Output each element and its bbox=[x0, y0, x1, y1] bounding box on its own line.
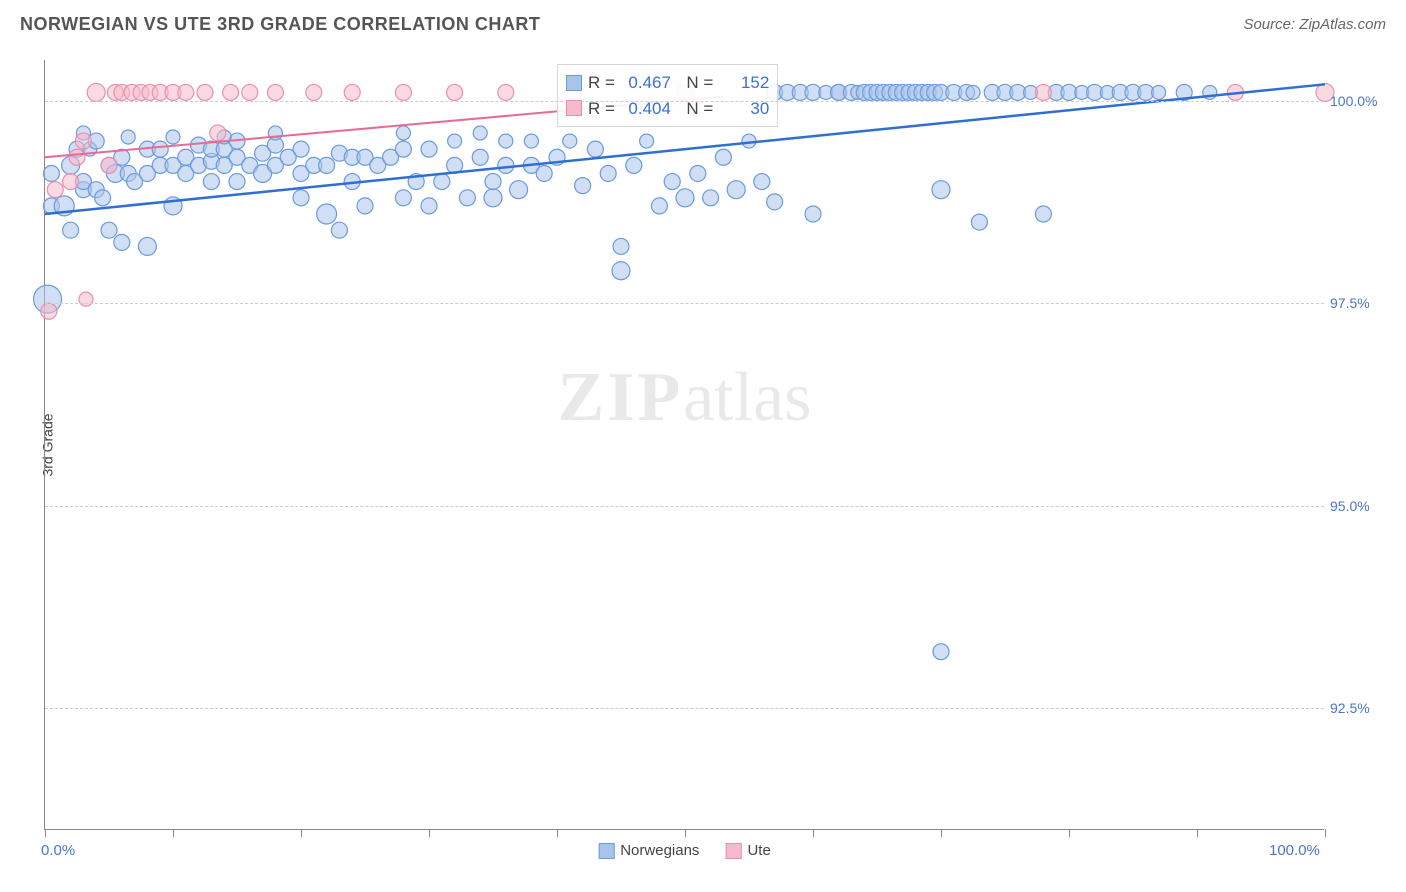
x-tick bbox=[941, 829, 942, 837]
series-legend: Norwegians Ute bbox=[598, 842, 771, 859]
x-tick bbox=[685, 829, 686, 837]
source-attribution: Source: ZipAtlas.com bbox=[1243, 16, 1386, 33]
legend-item: Ute bbox=[725, 842, 770, 859]
legend-swatch-icon bbox=[566, 100, 582, 116]
x-tick-label: 0.0% bbox=[41, 842, 75, 859]
x-tick bbox=[1197, 829, 1198, 837]
grid-line bbox=[45, 506, 1324, 507]
x-tick bbox=[813, 829, 814, 837]
x-tick bbox=[429, 829, 430, 837]
x-tick-label: 100.0% bbox=[1269, 842, 1320, 859]
grid-line bbox=[45, 708, 1324, 709]
legend-swatch-icon bbox=[598, 843, 614, 859]
x-tick bbox=[557, 829, 558, 837]
trendline-layer bbox=[45, 60, 1324, 829]
x-tick bbox=[1069, 829, 1070, 837]
x-tick bbox=[45, 829, 46, 837]
stats-row-norwegians: R = 0.467 N = 152 bbox=[566, 70, 769, 96]
y-tick-label: 100.0% bbox=[1330, 93, 1386, 109]
chart-title: NORWEGIAN VS UTE 3RD GRADE CORRELATION C… bbox=[20, 14, 540, 35]
stats-row-ute: R = 0.404 N = 30 bbox=[566, 96, 769, 122]
legend-label: Norwegians bbox=[620, 842, 699, 859]
plot-area: ZIPatlas R = 0.467 N = 152R = 0.404 N = … bbox=[44, 60, 1324, 830]
grid-line bbox=[45, 303, 1324, 304]
x-tick bbox=[301, 829, 302, 837]
legend-label: Ute bbox=[747, 842, 770, 859]
x-tick bbox=[173, 829, 174, 837]
y-tick-label: 95.0% bbox=[1330, 498, 1386, 514]
legend-swatch-icon bbox=[725, 843, 741, 859]
correlation-stats-legend: R = 0.467 N = 152R = 0.404 N = 30 bbox=[557, 64, 778, 127]
y-tick-label: 92.5% bbox=[1330, 700, 1386, 716]
chart-container: 3rd Grade ZIPatlas R = 0.467 N = 152R = … bbox=[44, 60, 1386, 830]
x-tick bbox=[1325, 829, 1326, 837]
grid-line bbox=[45, 101, 1324, 102]
y-tick-label: 97.5% bbox=[1330, 295, 1386, 311]
legend-swatch-icon bbox=[566, 75, 582, 91]
legend-item: Norwegians bbox=[598, 842, 699, 859]
